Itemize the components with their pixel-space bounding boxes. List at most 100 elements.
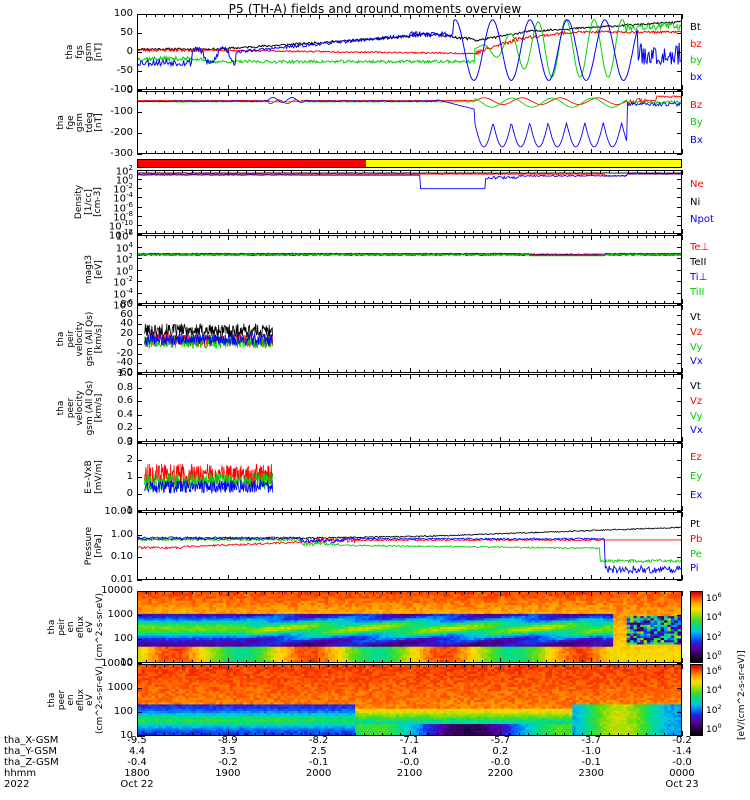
spectrogram-cell: [209, 613, 214, 617]
spectrogram-cell: [419, 605, 424, 608]
spectrogram-cell: [619, 605, 624, 608]
spectrogram-cell: [504, 657, 509, 661]
spectrogram-cell: [178, 607, 183, 611]
spectrogram-cell: [497, 594, 502, 597]
spectrogram-cell: [229, 592, 234, 595]
spectrogram-cell: [592, 631, 597, 635]
spectrogram-cell: [602, 651, 607, 654]
spectrogram-cell: [168, 642, 173, 646]
spectrogram-cell: [304, 605, 309, 608]
spectrogram-cell: [355, 605, 360, 608]
spectrogram-cell: [494, 627, 499, 630]
spectrogram-cell: [361, 624, 366, 628]
spectrogram-cell: [307, 602, 312, 606]
spectrogram-cell: [392, 657, 397, 661]
spectrogram-cell: [650, 605, 655, 608]
spectrogram-cell: [270, 644, 275, 648]
spectrogram-cell: [426, 648, 431, 652]
spectrogram-cell: [389, 605, 394, 608]
spectrogram-cell: [626, 631, 631, 635]
spectrogram-cell: [266, 659, 271, 662]
spectrogram-cell: [528, 605, 533, 608]
spectrogram-cell: [188, 627, 193, 630]
spectrogram-cell: [185, 637, 190, 641]
spectrogram-cell: [158, 644, 163, 648]
spectrogram-cell: [423, 631, 428, 635]
spectrogram-cell: [535, 609, 540, 613]
spectrogram-cell: [450, 598, 455, 602]
spectrogram-cell: [334, 657, 339, 661]
spectrogram-cell: [490, 653, 495, 657]
spectrogram-cell: [555, 640, 560, 643]
spectrogram-cell: [389, 616, 394, 619]
spectrogram-cell: [589, 602, 594, 606]
spectrogram-cell: [175, 622, 180, 626]
spectrogram-cell: [287, 644, 292, 648]
spectrogram-cell: [606, 633, 611, 637]
spectrogram-cell: [199, 613, 204, 617]
spectrogram-cell: [385, 655, 390, 659]
spectrogram-cell: [185, 653, 190, 657]
spectrogram-cell: [260, 622, 265, 626]
spectrogram-cell: [219, 600, 224, 604]
spectrogram-cell: [300, 602, 305, 606]
spectrogram-cell: [165, 609, 170, 613]
spectrogram-cell: [185, 611, 190, 615]
spectrogram-cell: [161, 622, 166, 626]
spectrogram-cell: [304, 596, 309, 600]
spectrogram-cell: [178, 659, 183, 662]
spectrogram-cell: [280, 651, 285, 654]
spectrogram-cell: [199, 640, 204, 643]
spectrogram-cell: [358, 659, 363, 662]
spectrogram-cell: [653, 602, 658, 606]
spectrogram-cell: [460, 633, 465, 637]
spectrogram-cell: [151, 596, 156, 600]
spectrogram-cell: [569, 640, 573, 643]
spectrogram-cell: [368, 648, 373, 652]
spectrogram-cell: [212, 594, 217, 597]
spectrogram-cell: [467, 646, 472, 650]
spectrogram-cell: [569, 592, 573, 595]
spectrogram-cell: [148, 622, 153, 626]
spectrogram-cell: [619, 651, 624, 654]
spectrogram-cell: [256, 653, 261, 657]
spectrogram-cell: [171, 653, 176, 657]
spectrogram-cell: [385, 653, 390, 657]
spectrogram-cell: [202, 633, 207, 637]
spectrogram-cell: [569, 613, 573, 617]
spectrogram-cell: [558, 594, 563, 597]
spectrogram-cell: [314, 622, 319, 626]
spectrogram-cell: [385, 605, 390, 608]
spectrogram-cell: [222, 620, 227, 624]
spectrogram-cell: [579, 600, 584, 604]
spectrogram-cell: [175, 607, 180, 611]
spectrogram-cell: [457, 648, 462, 652]
spectrogram-cell: [314, 627, 319, 630]
spectrogram-cell: [545, 598, 550, 602]
spectrogram-cell: [616, 622, 621, 626]
spectrogram-cell: [531, 646, 536, 650]
spectrogram-cell: [141, 594, 146, 597]
spectrogram-cell: [182, 609, 187, 613]
spectrogram-cell: [596, 618, 601, 622]
spectrogram-cell: [518, 653, 523, 657]
spectrogram-cell: [358, 602, 363, 606]
spectrogram-cell: [501, 633, 506, 637]
spectrogram-cell: [507, 594, 512, 597]
spectrogram-cell: [433, 644, 438, 648]
spectrogram-cell: [236, 613, 241, 617]
spectrogram-cell: [314, 651, 319, 654]
spectrogram-cell: [555, 651, 560, 654]
spectrogram-cell: [589, 644, 594, 648]
spectrogram-cell: [484, 642, 489, 646]
spectrogram-cell: [541, 646, 546, 650]
spectrogram-cell: [351, 635, 356, 639]
spectrogram-cell: [226, 637, 231, 641]
spectrogram-cell: [524, 594, 529, 597]
spectrogram-cell: [602, 642, 607, 646]
spectrogram-cell: [535, 627, 540, 630]
spectrogram-cell: [636, 622, 641, 626]
spectrogram-cell: [596, 605, 601, 608]
spectrogram-cell: [521, 629, 526, 632]
spectrogram-cell: [647, 600, 652, 604]
